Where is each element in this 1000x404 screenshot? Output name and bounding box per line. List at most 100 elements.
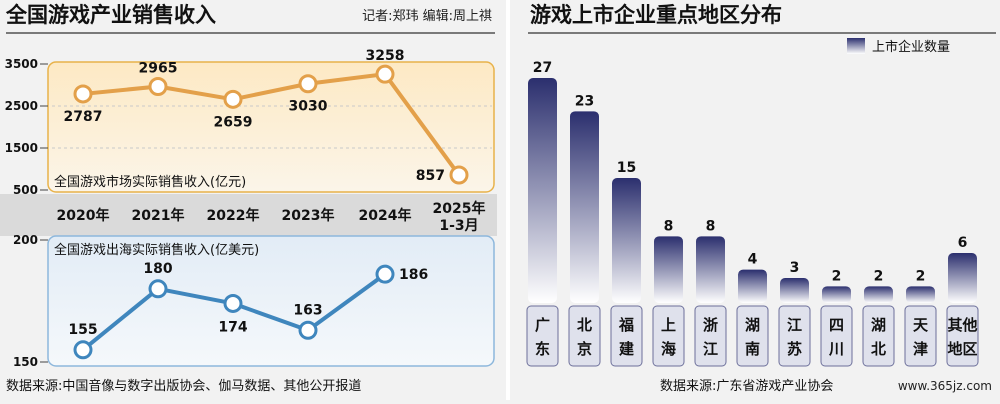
bar xyxy=(948,253,977,303)
bar-category-label: 广 xyxy=(535,316,550,334)
overseas-data-label: 186 xyxy=(399,267,428,283)
year-label: 2021年 xyxy=(132,207,185,224)
bar xyxy=(822,286,851,303)
y-tick-label: 150 xyxy=(13,355,38,369)
left-title: 全国游戏产业销售收入 xyxy=(5,3,216,27)
bar-category-label: 京 xyxy=(577,340,592,358)
domestic-data-label: 2965 xyxy=(139,60,178,76)
y-tick-label: 3500 xyxy=(5,57,38,71)
bar xyxy=(528,78,557,303)
bar xyxy=(780,278,809,303)
bar xyxy=(864,286,893,303)
bar-category-label: 福 xyxy=(618,316,634,334)
bar-value-label: 15 xyxy=(617,160,636,176)
credit-text: 记者:郑玮 编辑:周上祺 xyxy=(362,9,492,24)
overseas-point xyxy=(73,340,93,360)
bar-value-label: 3 xyxy=(790,260,800,276)
domestic-data-label: 2787 xyxy=(64,109,103,125)
watermark-text: www.365jz.com xyxy=(898,379,992,393)
bar-category-label: 上 xyxy=(661,316,676,334)
bar-category-label: 湖 xyxy=(871,316,886,334)
overseas-series: 155 180 174 163 186 xyxy=(68,261,428,360)
domestic-point xyxy=(223,89,243,109)
bar-category-label: 北 xyxy=(577,316,592,334)
right-title: 游戏上市企业重点地区分布 xyxy=(530,3,782,27)
bar xyxy=(738,269,767,303)
category-box xyxy=(862,305,895,367)
bar-value-label: 2 xyxy=(832,268,842,284)
bar-category-label: 天 xyxy=(913,316,929,334)
domestic-data-label: 857 xyxy=(416,168,445,184)
bar-category-label: 苏 xyxy=(787,340,802,358)
year-label: 2025年 xyxy=(433,200,486,217)
year-label: 2020年 xyxy=(57,207,110,224)
category-box xyxy=(820,305,853,367)
bar-value-label: 4 xyxy=(748,252,758,268)
left-source: 数据来源:中国音像与数字出版协会、伽马数据、其他公开报道 xyxy=(6,378,361,394)
year-label: 2023年 xyxy=(282,207,335,224)
overseas-data-label: 180 xyxy=(143,261,172,277)
bar xyxy=(696,236,725,303)
category-box xyxy=(904,305,937,367)
bar-value-label: 6 xyxy=(958,235,968,251)
bar-category-label: 四 xyxy=(829,316,844,334)
bar-category-label: 南 xyxy=(745,340,760,358)
overseas-data-label: 155 xyxy=(68,322,97,338)
overseas-data-label: 174 xyxy=(218,319,247,335)
bar-value-label: 23 xyxy=(575,93,594,109)
bar-category-label: 川 xyxy=(828,340,844,358)
right-source: 数据来源:广东省游戏产业协会 xyxy=(660,379,833,394)
category-box xyxy=(526,305,559,367)
domestic-point xyxy=(73,84,93,104)
bar-value-label: 2 xyxy=(916,268,926,284)
bar-category-label: 地区 xyxy=(947,340,977,358)
overseas-series-label: 全国游戏出海实际销售收入(亿美元) xyxy=(54,242,259,258)
bar-category-label: 其他 xyxy=(947,316,977,334)
overseas-point xyxy=(298,320,318,340)
domestic-data-label: 3258 xyxy=(366,48,405,64)
bar xyxy=(906,286,935,303)
y-tick-label: 200 xyxy=(13,233,38,247)
domestic-series: 2787 2965 2659 3030 3258 857 xyxy=(64,48,469,185)
bar-value-label: 27 xyxy=(533,60,552,76)
overseas-data-label: 163 xyxy=(293,302,322,318)
bar-category-label: 浙 xyxy=(703,316,718,334)
category-box xyxy=(694,305,727,367)
bar-category-label: 东 xyxy=(535,340,550,358)
domestic-data-label: 2659 xyxy=(214,114,253,130)
bar-value-label: 2 xyxy=(874,268,884,284)
bar xyxy=(612,178,641,303)
domestic-gridlines xyxy=(52,105,492,149)
y-tick-label: 2500 xyxy=(5,99,38,113)
bar-value-label: 8 xyxy=(664,218,674,234)
legend-swatch xyxy=(847,38,865,54)
domestic-y-ticks: 3500 2500 1500 500 xyxy=(5,57,48,197)
category-box xyxy=(568,305,601,367)
bar-series: 27 23 15 8 8 4 3 2 2 2 6 xyxy=(528,60,977,303)
domestic-point xyxy=(375,64,395,84)
overseas-point xyxy=(375,264,395,284)
category-box xyxy=(736,305,769,367)
category-box xyxy=(778,305,811,367)
domestic-data-label: 3030 xyxy=(289,99,328,115)
bar-category-label: 江 xyxy=(703,340,718,358)
bar-category-label: 北 xyxy=(871,340,886,358)
overseas-point xyxy=(148,279,168,299)
domestic-point xyxy=(148,76,168,96)
year-band xyxy=(0,194,497,236)
bar-category-label: 海 xyxy=(661,340,676,358)
domestic-point xyxy=(449,165,469,185)
category-box xyxy=(946,305,979,367)
bar-category-label: 湖 xyxy=(745,316,760,334)
bar-category-label: 江 xyxy=(787,316,802,334)
category-box xyxy=(652,305,685,367)
domestic-point xyxy=(298,74,318,94)
overseas-point xyxy=(223,293,243,313)
left-panel: 全国游戏产业销售收入 记者:郑玮 编辑:周上祺 350025001500500 … xyxy=(0,3,497,394)
y-tick-label: 500 xyxy=(13,183,38,197)
year-label: 2022年 xyxy=(207,207,260,224)
